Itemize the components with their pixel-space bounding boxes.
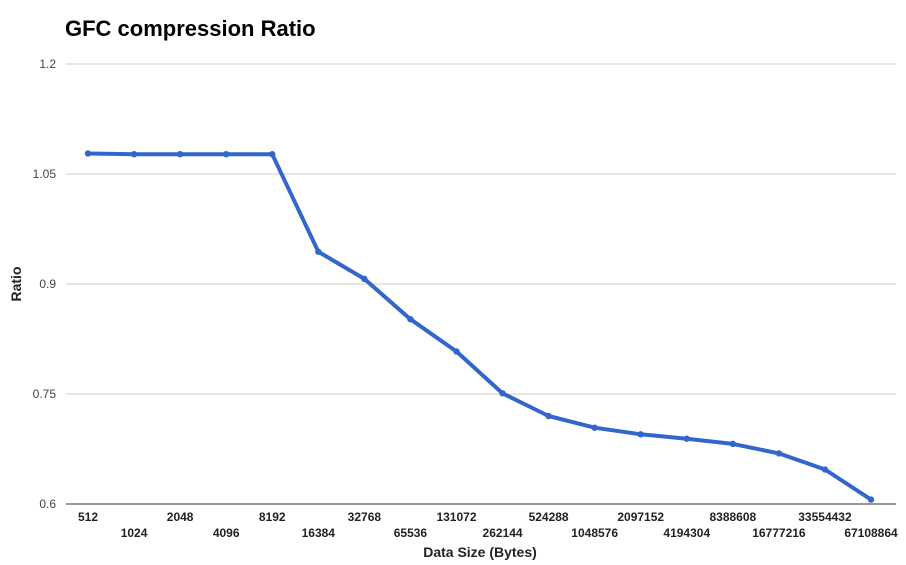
data-point: [545, 412, 552, 420]
y-tick-label: 0.9: [39, 277, 56, 291]
y-axis-title: Ratio: [8, 267, 24, 302]
data-point: [84, 150, 92, 157]
data-point: [729, 440, 737, 448]
gridlines: [66, 63, 896, 505]
x-tick-label: 16384: [302, 526, 336, 540]
data-point: [222, 151, 230, 158]
x-tick-label: 131072: [436, 510, 476, 524]
y-tick-label: 0.75: [33, 387, 57, 401]
data-point: [361, 275, 368, 283]
data-point: [637, 431, 644, 438]
series-line: [86, 151, 873, 502]
x-tick-label: 33554432: [798, 510, 852, 524]
data-point: [683, 435, 690, 442]
x-tick-label: 2097152: [617, 510, 664, 524]
x-axis-title: Data Size (Bytes): [423, 544, 537, 560]
x-tick-label: 67108864: [844, 526, 898, 540]
data-point: [775, 450, 783, 457]
y-tick-label: 1.2: [39, 57, 56, 71]
data-point: [821, 466, 829, 473]
y-axis-ticks: 0.6 0.75 0.9 1.05 1.2: [33, 57, 57, 511]
x-tick-label: 512: [78, 510, 98, 524]
data-point: [499, 390, 506, 397]
x-tick-label: 1024: [121, 526, 148, 540]
x-tick-label: 524288: [529, 510, 569, 524]
x-axis-ticks: 512 1024 2048 4096 8192 16384 32768 65536 131072…: [78, 510, 898, 540]
data-point: [407, 316, 414, 323]
data-point: [130, 151, 138, 158]
chart-title: GFC compression Ratio: [65, 16, 316, 41]
data-point: [176, 151, 184, 158]
series-layer: [84, 150, 875, 503]
data-point: [453, 348, 460, 355]
data-point: [591, 424, 598, 431]
x-tick-label: 8388608: [709, 510, 756, 524]
data-point: [867, 496, 875, 503]
x-tick-label: 4194304: [663, 526, 710, 540]
x-tick-label: 16777216: [752, 526, 806, 540]
x-tick-label: 32768: [348, 510, 382, 524]
data-point: [269, 151, 276, 158]
x-tick-label: 2048: [167, 510, 194, 524]
y-tick-label: 1.05: [33, 167, 57, 181]
x-tick-label: 1048576: [571, 526, 618, 540]
x-tick-label: 262144: [483, 526, 523, 540]
x-tick-label: 8192: [259, 510, 286, 524]
y-tick-label: 0.6: [39, 497, 56, 511]
x-tick-label: 4096: [213, 526, 240, 540]
x-tick-label: 65536: [394, 526, 428, 540]
data-point: [315, 248, 322, 255]
